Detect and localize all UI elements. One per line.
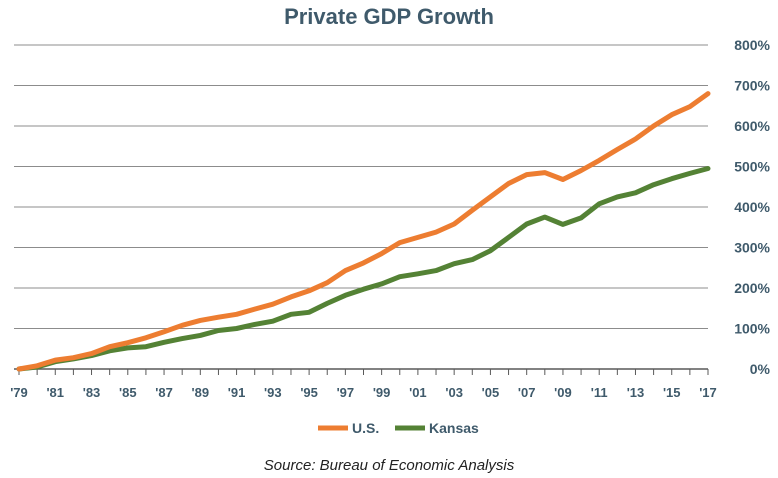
x-tick-label: '07 (518, 385, 536, 400)
legend-label: Kansas (429, 420, 479, 436)
y-axis-ticks: 0% 100% 200% 300% 400% 500% 600% 700% 800% (734, 37, 770, 377)
x-tick-label: '93 (264, 385, 282, 400)
gridlines (14, 44, 708, 329)
series-lines (16, 91, 711, 372)
series-line-kansas (16, 166, 711, 372)
y-tick-label: 300% (734, 240, 770, 256)
x-tick-label: '17 (699, 385, 717, 400)
y-tick-label: 700% (734, 78, 770, 94)
x-tick-label: '83 (83, 385, 101, 400)
y-tick-label: 100% (734, 321, 770, 337)
legend: U.S. Kansas (318, 420, 479, 436)
legend-label: U.S. (352, 420, 379, 436)
x-tick-label: '97 (337, 385, 355, 400)
x-tick-label: '79 (10, 385, 28, 400)
x-tick-label: '91 (228, 385, 246, 400)
x-tick-label: '87 (155, 385, 173, 400)
x-tick-label: '09 (554, 385, 572, 400)
x-axis-ticks: '79 '81 '83 '85 '87 '89 '91 '93 '95 '97 '99 '01 '03 '… (10, 369, 717, 400)
y-tick-label: 800% (734, 37, 770, 53)
x-tick-label: '99 (373, 385, 391, 400)
x-tick-label: '03 (445, 385, 463, 400)
x-tick-label: '05 (482, 385, 500, 400)
chart-title: Private GDP Growth (284, 4, 494, 29)
series-line-u-s (16, 91, 711, 372)
x-tick-label: '15 (663, 385, 681, 400)
y-tick-label: 0% (750, 361, 771, 377)
source-note: Source: Bureau of Economic Analysis (263, 457, 515, 474)
x-tick-label: '01 (409, 385, 427, 400)
y-tick-label: 500% (734, 159, 770, 175)
x-tick-label: '85 (119, 385, 137, 400)
y-tick-label: 400% (734, 199, 770, 215)
x-tick-label: '11 (591, 385, 608, 400)
x-tick-label: '95 (300, 385, 318, 400)
x-tick-label: '89 (192, 385, 210, 400)
x-tick-label: '81 (46, 385, 64, 400)
x-tick-label: '13 (627, 385, 645, 400)
y-tick-label: 200% (734, 280, 770, 296)
y-tick-label: 600% (734, 118, 770, 134)
